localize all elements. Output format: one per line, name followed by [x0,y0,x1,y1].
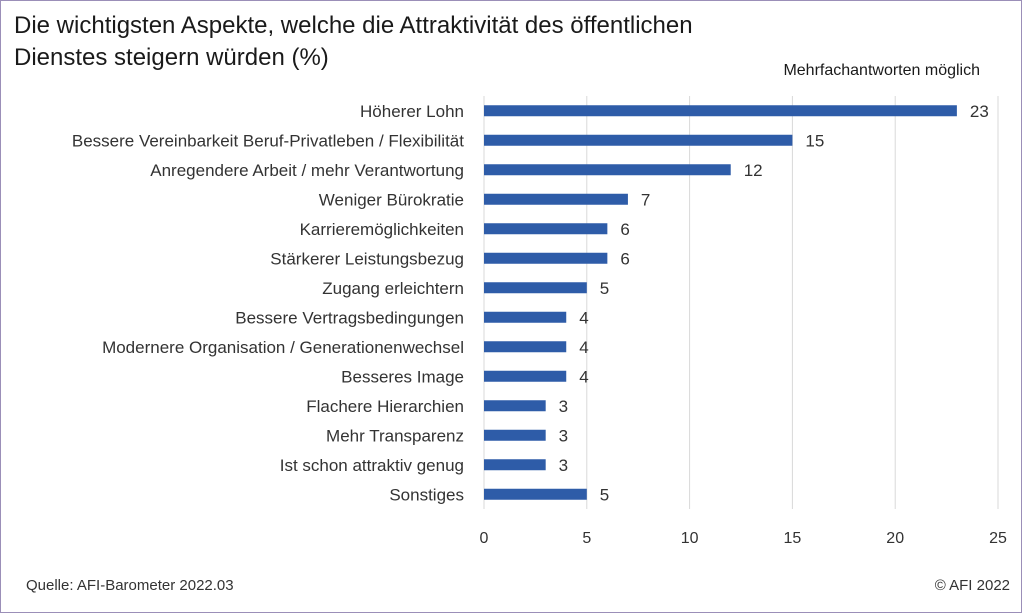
bar [484,223,608,235]
bar [484,105,957,117]
bar [484,341,567,353]
category-label: Sonstiges [389,485,464,504]
x-tick-label: 15 [784,530,802,547]
chart-note: Mehrfachantworten möglich [783,62,980,79]
category-label: Stärkerer Leistungsbezug [270,249,464,268]
copyright-note: © AFI 2022 [934,577,1010,594]
gridlines [483,96,999,509]
category-label: Bessere Vertragsbedingungen [235,308,464,327]
bar [484,252,608,264]
value-label: 3 [559,397,568,416]
value-label: 5 [600,279,609,298]
category-label: Weniger Bürokratie [319,190,464,209]
value-label: 23 [970,102,989,121]
value-label: 3 [559,426,568,445]
value-label: 4 [579,338,588,357]
value-label: 7 [641,190,650,209]
bar [484,282,587,294]
source-note: Quelle: AFI-Barometer 2022.03 [26,577,234,594]
value-label: 12 [744,161,763,180]
bar [484,164,731,176]
x-tick-label: 10 [681,530,699,547]
bar [484,459,546,471]
bar [484,488,587,500]
value-label: 3 [559,456,568,475]
category-label: Mehr Transparenz [326,426,464,445]
value-label: 5 [600,485,609,504]
value-label: 6 [620,220,629,239]
category-label: Modernere Organisation / Generationenwec… [102,338,464,357]
category-label: Zugang erleichtern [322,279,464,298]
value-label: 4 [579,367,588,386]
category-label: Karrieremöglichkeiten [300,220,464,239]
bar [484,429,546,441]
bars [484,105,957,500]
chart-title: Die wichtigsten Aspekte, welche die Attr… [14,12,693,71]
category-label: Ist schon attraktiv genug [280,456,464,475]
x-tick-label: 0 [480,530,489,547]
bar [484,370,567,382]
bar [484,193,628,205]
category-label: Bessere Vereinbarkeit Beruf-Privatleben … [72,131,464,150]
value-label: 6 [620,249,629,268]
category-labels: Höherer Lohn Bessere Vereinbarkeit Beruf-… [72,102,464,505]
x-tick-label: 25 [989,530,1007,547]
bar [484,400,546,412]
category-label: Besseres Image [341,367,464,386]
bar [484,134,793,146]
category-label: Flachere Hierarchien [306,397,464,416]
category-label: Anregendere Arbeit / mehr Verantwortung [150,161,464,180]
bar [484,311,567,323]
category-label: Höherer Lohn [360,102,464,121]
x-axis-ticks: 0 5 10 15 20 25 [480,530,1007,547]
x-tick-label: 20 [886,530,904,547]
x-tick-label: 5 [582,530,591,547]
value-label: 4 [579,308,588,327]
value-label: 15 [805,131,824,150]
